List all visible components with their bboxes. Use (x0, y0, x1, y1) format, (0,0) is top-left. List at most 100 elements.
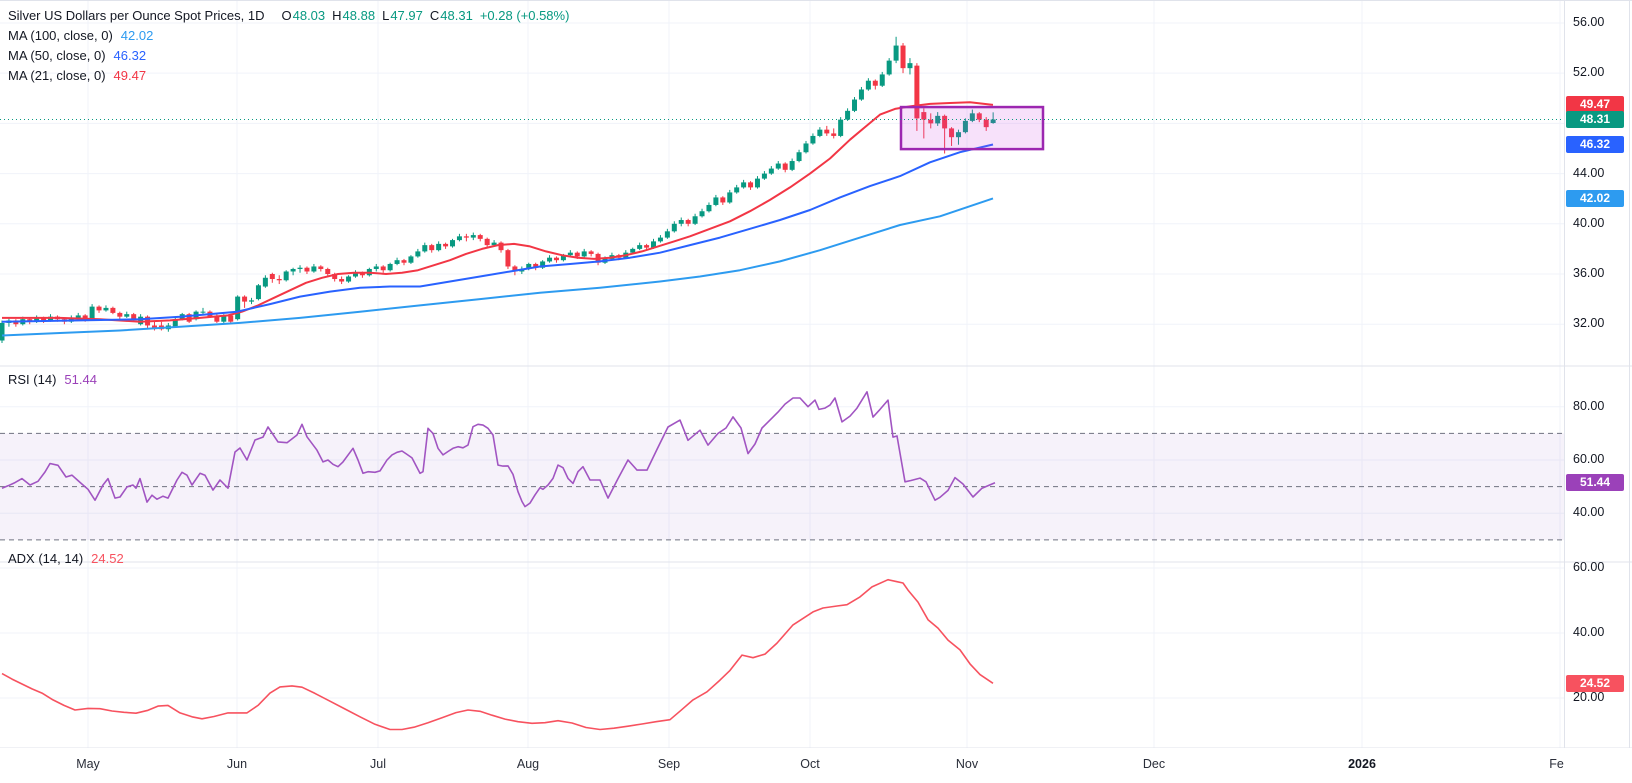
time-axis-labels: May Jun Jul Aug Sep Oct Nov Dec 2026 Feb (0, 748, 1564, 783)
candle-body-down (983, 119, 989, 128)
candle-body-down (914, 65, 920, 119)
candle-body-down (553, 257, 559, 261)
candle-body-down (463, 236, 469, 238)
candle-body-down (401, 260, 407, 263)
candle-body-down (574, 252, 580, 257)
adx-legend[interactable]: ADX (14, 14) 24.52 (8, 549, 124, 569)
candle-body-down (96, 306, 102, 311)
axis-tick-label: 36.00 (1573, 265, 1605, 280)
candle-body-up (387, 263, 393, 271)
candle-body-down (976, 113, 982, 120)
candle-body-down (41, 317, 47, 321)
candle-body-up (103, 307, 109, 311)
candle-body-down (505, 250, 511, 267)
time-axis-label: 2026 (1348, 757, 1376, 771)
ma50-legend-row[interactable]: MA (50, close, 0) 46.32 (8, 46, 569, 66)
candle-body-up (394, 260, 400, 264)
rsi-line (1, 391, 996, 508)
ma100-label: MA (100, close, 0) (8, 28, 113, 43)
candle-body-down (498, 242, 504, 251)
candle-body-up (789, 161, 795, 170)
candle-body-down (477, 235, 483, 239)
symbol-title[interactable]: Silver US Dollars per Ounce Spot Prices,… (8, 8, 265, 23)
price-axis[interactable]: 56.00 52.00 44.00 40.00 36.00 32.00 80.00 60.00… (1564, 0, 1632, 748)
candle-body-up (34, 317, 40, 322)
candle-body-up (803, 143, 809, 153)
ma50-label: MA (50, close, 0) (8, 48, 106, 63)
candle-body-up (249, 300, 255, 302)
open-label: O (281, 8, 292, 23)
time-axis[interactable]: May Jun Jul Aug Sep Oct Nov Dec 2026 Feb (0, 748, 1632, 783)
candles (0, 36, 996, 344)
open-value: 48.03 (292, 8, 326, 23)
candle-body-up (172, 319, 178, 327)
candle-body-down (921, 112, 927, 120)
rsi-badge: 51.44 (1566, 474, 1624, 492)
candle-body-up (768, 168, 774, 174)
candle-body-down (151, 325, 157, 328)
candle-body-up (456, 236, 462, 241)
axis-tick-label: 60.00 (1573, 452, 1605, 466)
ma21-legend-row[interactable]: MA (21, close, 0) 49.47 (8, 66, 569, 86)
ma-100-line (1, 197, 994, 337)
candle-body-up (637, 245, 643, 249)
candle-body-up (852, 99, 858, 111)
candle-body-down (748, 182, 754, 188)
candle-body-up (651, 241, 657, 248)
range-box-group (899, 105, 1045, 151)
candle-body-up (879, 74, 885, 86)
candle-body-down (928, 119, 934, 124)
time-axis-label: Oct (800, 757, 820, 771)
candle-body-down (242, 296, 248, 302)
ma100-legend-row[interactable]: MA (100, close, 0) 42.02 (8, 26, 569, 46)
axis-tick-label: 56.00 (1573, 14, 1605, 29)
candle-body-down (429, 245, 435, 251)
price-badge-ma100: 42.02 (1566, 189, 1624, 207)
candle-body-down (872, 80, 878, 86)
candle-body-down (644, 245, 650, 248)
candle-body-up (373, 266, 379, 269)
candle-body-down (304, 267, 310, 272)
axis-tick-label: 60.00 (1573, 560, 1605, 574)
candle-body-up (138, 316, 144, 325)
rsi-legend[interactable]: RSI (14) 51.44 (8, 370, 97, 390)
close-label: C (429, 8, 440, 23)
candle-body-down (824, 129, 830, 134)
axis-tick-label: 40.00 (1573, 215, 1605, 230)
price-badge-ma21: 49.47 (1566, 96, 1624, 114)
candle-body-down (685, 220, 691, 224)
time-axis-label: Jun (226, 757, 248, 771)
candle-body-up (671, 223, 677, 232)
candle-body-up (255, 285, 261, 300)
range-box[interactable] (899, 105, 1045, 151)
candle-body-up (817, 129, 823, 136)
candle-body-up (865, 80, 871, 90)
axis-tick-label: 40.00 (1573, 505, 1605, 520)
axis-tick-label: 40.00 (1573, 624, 1605, 639)
candle-body-down (325, 268, 331, 274)
candle-body-up (124, 314, 130, 317)
candle-body-up (886, 60, 892, 75)
candle-body-down (131, 314, 137, 320)
ma-21-line (2, 101, 994, 323)
candle-body-up (699, 211, 705, 217)
candle-body-up (858, 89, 864, 100)
symbol-title-row[interactable]: Silver US Dollars per Ounce Spot Prices,… (8, 6, 569, 26)
candle-body-up (408, 256, 414, 263)
ma-50-line (1, 143, 994, 323)
low-value: 47.97 (390, 8, 423, 23)
axis-tick-label: 80.00 (1573, 398, 1605, 413)
candle-body-down (214, 316, 220, 322)
candle-body-up (422, 245, 428, 252)
symbol-legend: Silver US Dollars per Ounce Spot Prices,… (8, 6, 569, 86)
axis-tick-label: 52.00 (1573, 65, 1605, 80)
candle-body-down (533, 263, 539, 268)
candle-body-up (734, 187, 740, 193)
candle-body-down (318, 266, 324, 269)
time-axis-label: Feb (1549, 757, 1564, 771)
ma21-label: MA (21, close, 0) (8, 68, 106, 83)
time-axis-label: Dec (1142, 757, 1166, 771)
candle-body-up (297, 267, 303, 269)
